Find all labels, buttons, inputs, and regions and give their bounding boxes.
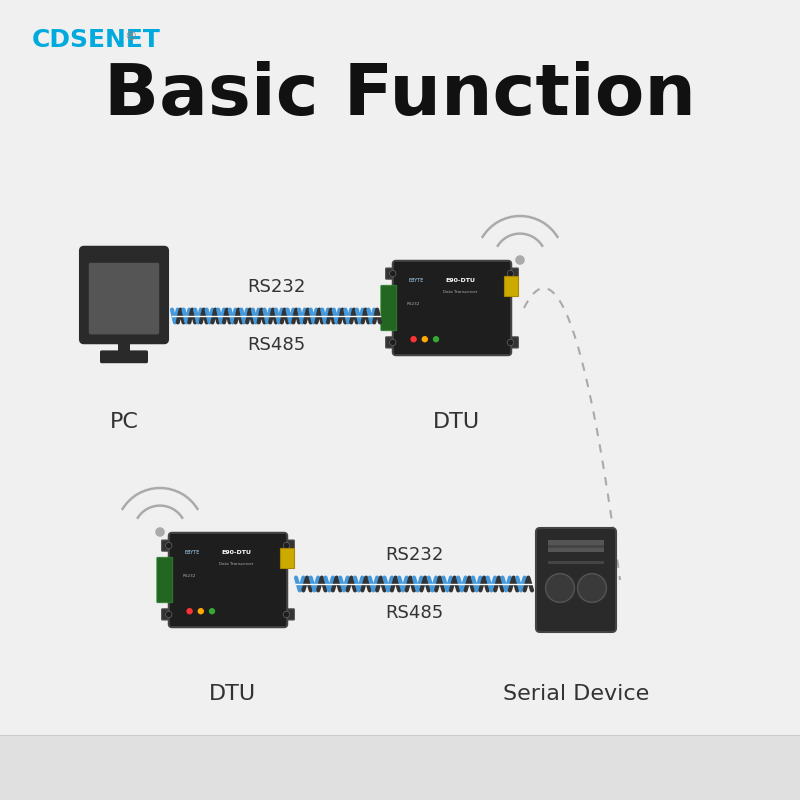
Text: E90-DTU: E90-DTU xyxy=(221,550,251,555)
Bar xyxy=(118,339,130,354)
Text: Serial Device: Serial Device xyxy=(503,684,649,704)
Circle shape xyxy=(507,339,514,346)
FancyBboxPatch shape xyxy=(279,540,294,551)
Text: CDSENET: CDSENET xyxy=(32,28,161,52)
FancyBboxPatch shape xyxy=(100,350,148,363)
FancyBboxPatch shape xyxy=(393,261,511,355)
FancyBboxPatch shape xyxy=(386,268,401,279)
Text: RS485: RS485 xyxy=(247,336,305,354)
Circle shape xyxy=(515,255,525,265)
Bar xyxy=(548,545,604,548)
Circle shape xyxy=(166,542,172,549)
FancyBboxPatch shape xyxy=(162,609,177,620)
Text: Basic Function: Basic Function xyxy=(104,62,696,130)
Circle shape xyxy=(166,611,172,618)
Text: Data Transceiver: Data Transceiver xyxy=(442,290,478,294)
FancyBboxPatch shape xyxy=(503,337,518,348)
Text: E90-DTU: E90-DTU xyxy=(445,278,475,283)
Text: DTU: DTU xyxy=(209,684,255,704)
Text: Data Transceiver: Data Transceiver xyxy=(218,562,254,566)
Text: PC: PC xyxy=(110,412,138,432)
Circle shape xyxy=(283,611,290,618)
FancyBboxPatch shape xyxy=(536,528,616,632)
FancyBboxPatch shape xyxy=(279,609,294,620)
Bar xyxy=(504,276,518,296)
FancyBboxPatch shape xyxy=(162,540,177,551)
FancyBboxPatch shape xyxy=(157,557,173,603)
Text: RS232: RS232 xyxy=(385,546,443,564)
Circle shape xyxy=(578,574,606,602)
Circle shape xyxy=(198,608,204,614)
Circle shape xyxy=(155,527,165,537)
Bar xyxy=(0,736,800,800)
Circle shape xyxy=(410,336,417,342)
Bar xyxy=(548,561,604,564)
Circle shape xyxy=(390,339,396,346)
Circle shape xyxy=(433,336,439,342)
Text: RS232: RS232 xyxy=(247,278,305,296)
Text: EBYTE: EBYTE xyxy=(184,550,200,555)
Circle shape xyxy=(283,542,290,549)
Text: DTU: DTU xyxy=(433,412,479,432)
Text: RS232: RS232 xyxy=(183,574,196,578)
Text: EBYTE: EBYTE xyxy=(408,278,424,283)
Circle shape xyxy=(422,336,428,342)
Circle shape xyxy=(390,270,396,277)
Circle shape xyxy=(186,608,193,614)
Circle shape xyxy=(546,574,574,602)
FancyBboxPatch shape xyxy=(381,285,397,331)
FancyBboxPatch shape xyxy=(89,262,159,334)
FancyBboxPatch shape xyxy=(80,246,168,343)
FancyBboxPatch shape xyxy=(386,337,401,348)
Text: RS232: RS232 xyxy=(407,302,420,306)
Text: ®: ® xyxy=(124,30,137,42)
FancyBboxPatch shape xyxy=(503,268,518,279)
Circle shape xyxy=(209,608,215,614)
Bar xyxy=(548,540,604,552)
Text: RS485: RS485 xyxy=(385,604,443,622)
FancyBboxPatch shape xyxy=(169,533,287,627)
Bar xyxy=(280,549,294,568)
Circle shape xyxy=(507,270,514,277)
